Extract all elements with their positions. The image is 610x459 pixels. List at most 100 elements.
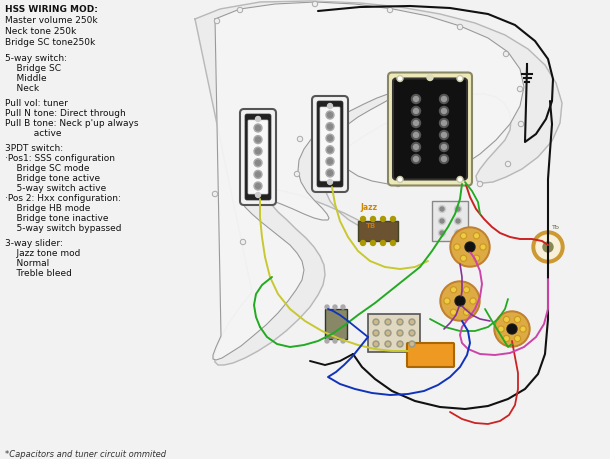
Text: Pull B tone: Neck p'up always: Pull B tone: Neck p'up always (5, 119, 138, 128)
Circle shape (295, 173, 298, 176)
Text: Jazz tone mod: Jazz tone mod (5, 248, 81, 257)
Circle shape (454, 245, 460, 251)
Text: Middle: Middle (5, 74, 46, 83)
Circle shape (370, 217, 376, 222)
Circle shape (328, 113, 332, 118)
Circle shape (439, 218, 445, 225)
Circle shape (385, 319, 391, 325)
Circle shape (254, 148, 262, 156)
Circle shape (295, 172, 300, 177)
Circle shape (256, 138, 260, 143)
Circle shape (451, 311, 455, 314)
Text: Bridge HB mode: Bridge HB mode (5, 203, 90, 213)
Circle shape (450, 228, 490, 268)
Circle shape (462, 257, 465, 261)
Circle shape (333, 305, 337, 309)
Circle shape (473, 256, 479, 262)
Circle shape (442, 97, 447, 102)
Circle shape (461, 256, 467, 262)
Circle shape (427, 75, 433, 81)
Circle shape (461, 233, 467, 239)
Circle shape (414, 133, 418, 138)
Circle shape (387, 321, 390, 324)
Circle shape (458, 25, 462, 30)
Text: Bridge tone active: Bridge tone active (5, 174, 100, 183)
Circle shape (503, 52, 509, 57)
Circle shape (256, 173, 260, 178)
Circle shape (398, 179, 401, 182)
Text: Neck: Neck (5, 84, 39, 93)
Circle shape (532, 231, 564, 263)
Circle shape (442, 157, 447, 162)
Circle shape (514, 317, 520, 323)
Circle shape (456, 231, 460, 235)
Circle shape (361, 241, 365, 246)
Circle shape (455, 297, 465, 306)
Circle shape (325, 305, 329, 309)
Circle shape (459, 27, 462, 29)
Circle shape (328, 136, 332, 141)
Circle shape (328, 180, 332, 185)
Circle shape (411, 321, 414, 324)
Circle shape (465, 288, 468, 292)
Circle shape (462, 235, 465, 238)
FancyBboxPatch shape (240, 110, 276, 206)
Circle shape (373, 319, 379, 325)
Circle shape (478, 182, 483, 187)
Text: Master volume 250k: Master volume 250k (5, 16, 98, 25)
Circle shape (212, 192, 218, 197)
Circle shape (414, 145, 418, 150)
Circle shape (397, 341, 403, 347)
Circle shape (409, 319, 415, 325)
Circle shape (256, 184, 260, 189)
Circle shape (326, 135, 334, 143)
Circle shape (387, 343, 390, 346)
Circle shape (215, 19, 220, 24)
Text: ·Pos1: SSS configuration: ·Pos1: SSS configuration (5, 154, 115, 162)
Circle shape (328, 148, 332, 153)
Circle shape (328, 160, 332, 164)
Circle shape (237, 8, 243, 13)
Circle shape (214, 193, 217, 196)
Circle shape (326, 146, 334, 155)
Circle shape (478, 183, 481, 186)
Circle shape (442, 283, 478, 319)
Circle shape (385, 330, 391, 336)
Circle shape (375, 332, 378, 335)
Circle shape (390, 217, 395, 222)
Bar (358, 222, 398, 241)
Circle shape (333, 339, 337, 343)
FancyBboxPatch shape (407, 343, 454, 367)
Circle shape (518, 88, 522, 91)
Circle shape (473, 233, 479, 239)
Text: Bridge tone inactive: Bridge tone inactive (5, 213, 109, 223)
Circle shape (504, 53, 508, 56)
Circle shape (459, 78, 462, 81)
Text: ·Pos 2: Hxx configuration:: ·Pos 2: Hxx configuration: (5, 194, 121, 202)
Circle shape (387, 332, 390, 335)
Circle shape (439, 119, 448, 128)
Circle shape (543, 242, 553, 252)
Circle shape (254, 183, 262, 190)
Circle shape (439, 131, 448, 140)
Circle shape (514, 336, 520, 342)
FancyBboxPatch shape (317, 102, 343, 188)
Circle shape (314, 4, 317, 6)
Circle shape (397, 330, 403, 336)
Circle shape (470, 298, 476, 304)
Circle shape (440, 231, 444, 235)
Circle shape (498, 326, 504, 332)
Circle shape (481, 246, 485, 249)
Circle shape (506, 162, 511, 167)
Circle shape (440, 207, 444, 212)
Circle shape (414, 97, 418, 102)
Circle shape (518, 122, 523, 127)
Text: 5-way switch:: 5-way switch: (5, 54, 67, 63)
Circle shape (459, 179, 462, 182)
Text: Bridge SC tone250k: Bridge SC tone250k (5, 38, 95, 47)
Circle shape (456, 207, 460, 212)
Circle shape (475, 257, 478, 261)
Circle shape (298, 138, 301, 141)
Circle shape (475, 235, 478, 238)
Text: Tb: Tb (552, 224, 560, 230)
